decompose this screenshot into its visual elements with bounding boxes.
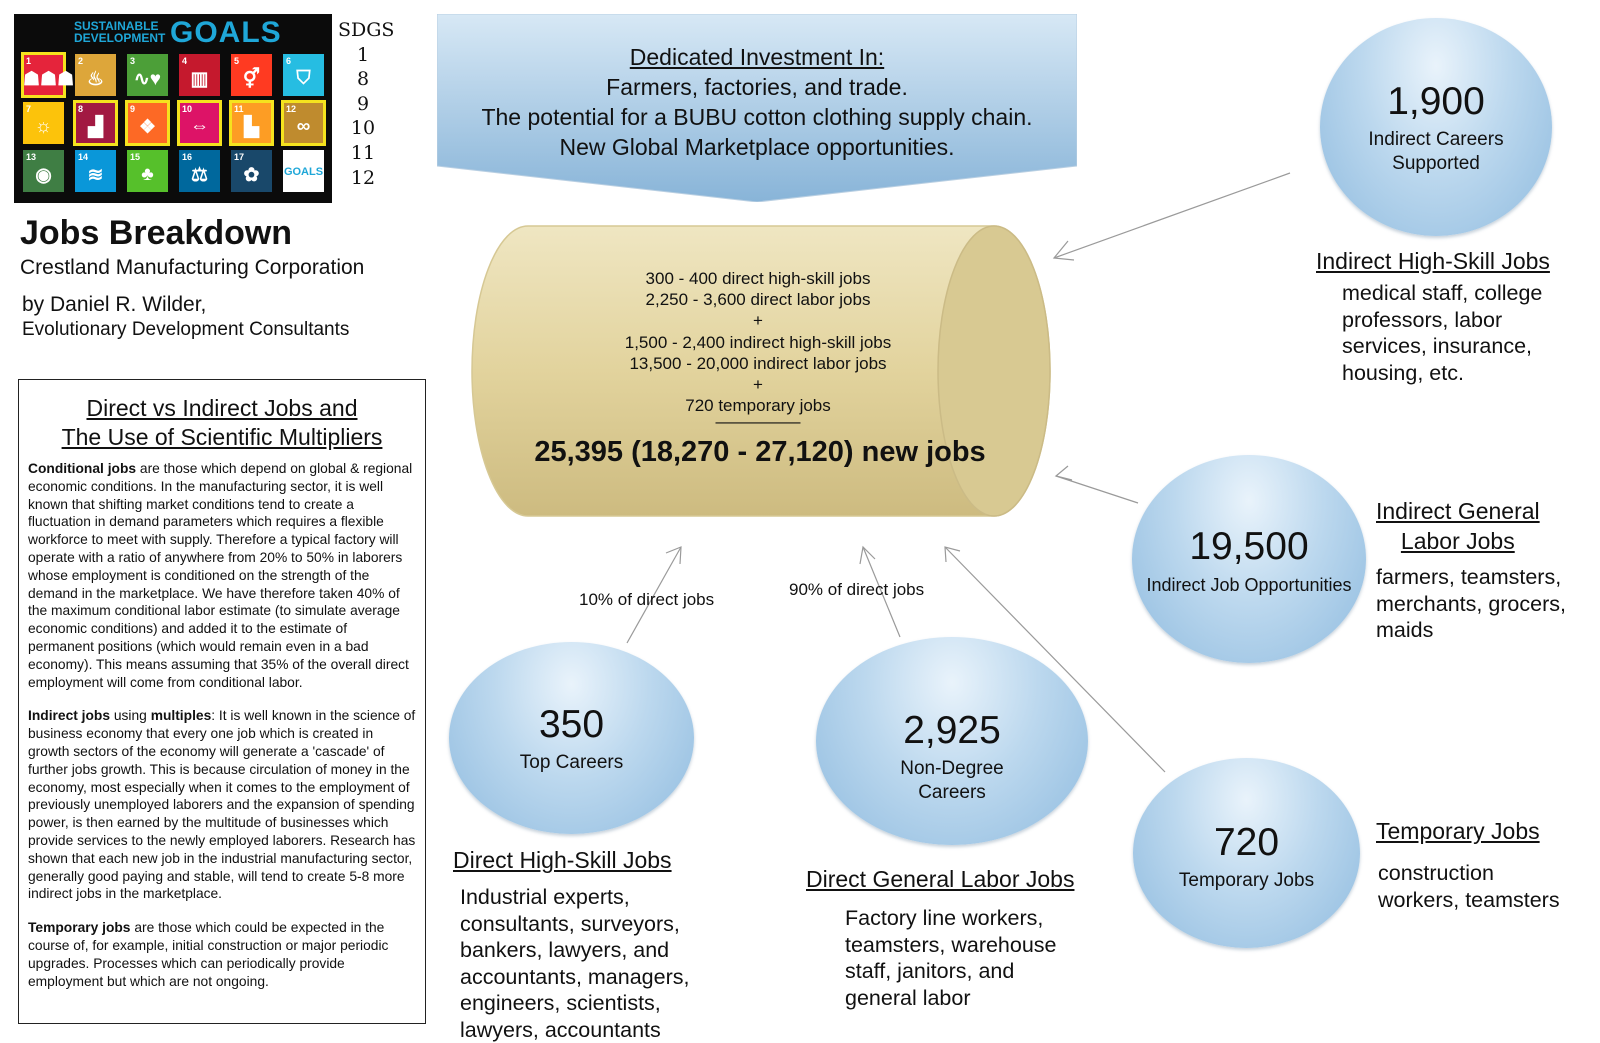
bubble-value: 720: [1133, 821, 1360, 865]
description-line: workers, teamsters: [1378, 887, 1560, 914]
description-line: accountants, managers,: [460, 964, 689, 991]
arrow-label-90-percent: 90% of direct jobs: [789, 580, 924, 600]
bubble-indirect-opportunities: 19,500 Indirect Job Opportunities: [1132, 455, 1366, 663]
arrowhead-icon: [860, 547, 875, 564]
description-line: Industrial experts,: [460, 884, 689, 911]
description-line: professors, labor: [1342, 307, 1542, 334]
bubble-caption: Indirect Careers: [1320, 128, 1552, 152]
temporary-jobs-description: construction workers, teamsters: [1378, 860, 1560, 913]
bubble-caption: Careers: [816, 781, 1088, 805]
indirect-high-skill-title: Indirect High-Skill Jobs: [1316, 248, 1550, 275]
arrow-indirect-opportunities: [1056, 476, 1138, 503]
bubble-caption: Top Careers: [449, 751, 694, 775]
bubble-caption: Supported: [1320, 152, 1552, 176]
arrow-indirect-careers: [1054, 173, 1290, 258]
description-line: housing, etc.: [1342, 360, 1542, 387]
title-line: Indirect General: [1376, 496, 1540, 526]
bubble-caption: Temporary Jobs: [1133, 869, 1360, 893]
description-line: farmers, teamsters,: [1376, 564, 1566, 591]
arrow-label-10-percent: 10% of direct jobs: [579, 590, 714, 610]
direct-general-description: Factory line workers, teamsters, warehou…: [845, 905, 1057, 1011]
bubble-value: 1,900: [1320, 80, 1552, 124]
description-line: staff, janitors, and: [845, 958, 1057, 985]
description-line: lawyers, accountants: [460, 1017, 689, 1043]
indirect-high-skill-description: medical staff, college professors, labor…: [1342, 280, 1542, 386]
indirect-general-description: farmers, teamsters, merchants, grocers, …: [1376, 564, 1566, 644]
bubble-temporary-jobs: 720 Temporary Jobs: [1133, 758, 1360, 948]
title-line: Labor Jobs: [1376, 526, 1540, 556]
description-line: bankers, lawyers, and: [460, 937, 689, 964]
description-line: medical staff, college: [1342, 280, 1542, 307]
description-line: teamsters, warehouse: [845, 932, 1057, 959]
arrowhead-icon: [1056, 466, 1072, 480]
bubble-top-careers: 350 Top Careers: [449, 642, 694, 834]
description-line: general labor: [845, 985, 1057, 1012]
indirect-general-title: Indirect General Labor Jobs: [1376, 496, 1540, 556]
direct-general-title: Direct General Labor Jobs: [806, 866, 1074, 893]
description-line: services, insurance,: [1342, 333, 1542, 360]
direct-high-skill-description: Industrial experts, consultants, surveyo…: [460, 884, 689, 1043]
bubble-value: 350: [449, 703, 694, 747]
bubble-caption: Non-Degree: [816, 757, 1088, 781]
description-line: Factory line workers,: [845, 905, 1057, 932]
description-line: construction: [1378, 860, 1560, 887]
temporary-jobs-title: Temporary Jobs: [1376, 818, 1540, 845]
description-line: merchants, grocers,: [1376, 591, 1566, 618]
bubble-indirect-careers: 1,900 Indirect Careers Supported: [1320, 18, 1552, 236]
description-line: maids: [1376, 617, 1566, 644]
bubble-caption: Indirect Job Opportunities: [1132, 573, 1366, 597]
bubble-non-degree-careers: 2,925 Non-Degree Careers: [816, 637, 1088, 845]
direct-high-skill-title: Direct High-Skill Jobs: [453, 847, 672, 874]
description-line: consultants, surveyors,: [460, 911, 689, 938]
description-line: engineers, scientists,: [460, 990, 689, 1017]
bubble-value: 19,500: [1132, 525, 1366, 569]
bubble-value: 2,925: [816, 709, 1088, 753]
